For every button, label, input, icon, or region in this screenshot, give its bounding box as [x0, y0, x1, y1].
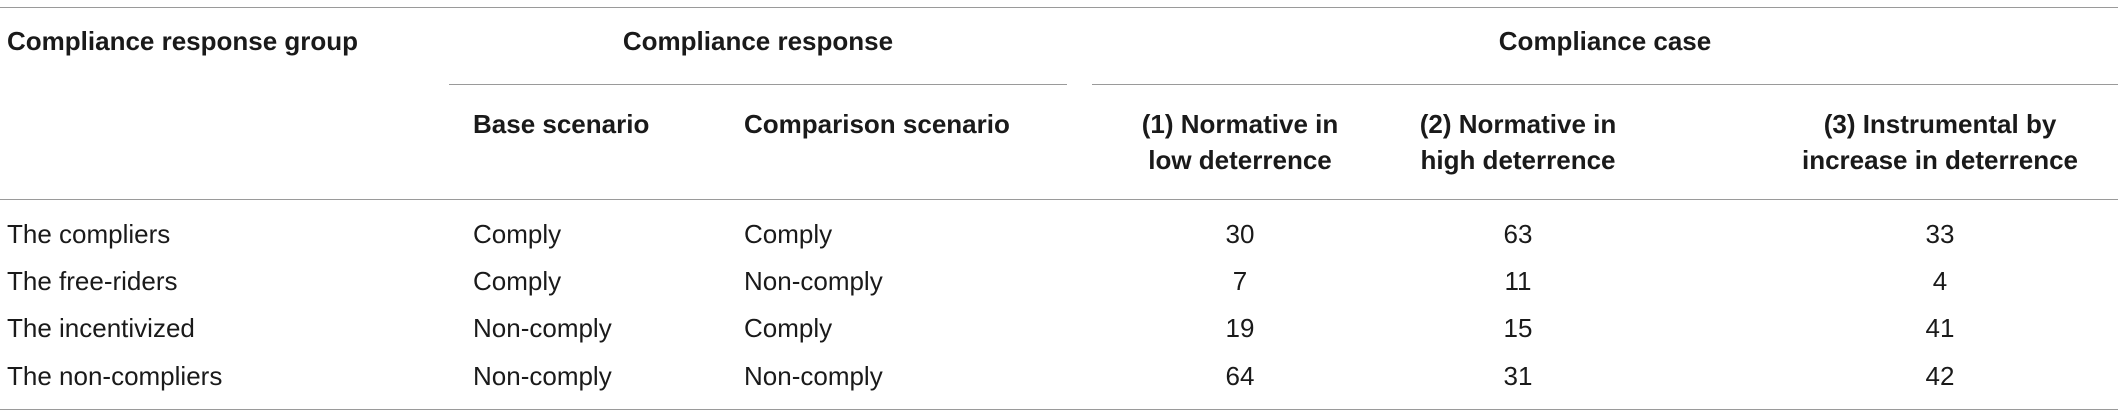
header-rule — [0, 199, 2118, 200]
number-cell: 15 — [1503, 313, 1533, 343]
text-cell: Non-comply — [744, 361, 883, 391]
text-cell: Non-comply — [473, 313, 612, 343]
header-cell: Compliance response group — [7, 26, 359, 56]
number-cell: 11 — [1504, 266, 1532, 296]
number-cell: 33 — [1925, 219, 1955, 249]
text-cell: The incentivized — [7, 313, 195, 343]
number-cell: 4 — [1932, 266, 1948, 296]
subheader-cell: Comparison scenario — [744, 109, 1010, 139]
number-cell: 63 — [1503, 219, 1533, 249]
subheader-cell: (1) Normative in low deterrence — [1141, 109, 1339, 175]
span-rule — [449, 84, 1067, 85]
number-cell: 19 — [1225, 313, 1255, 343]
text-cell: Non-comply — [744, 266, 883, 296]
bottom-rule — [0, 409, 2118, 410]
text-cell: Comply — [744, 313, 833, 343]
header-cell: Compliance response — [622, 26, 894, 56]
text-cell: Comply — [744, 219, 833, 249]
text-cell: Comply — [473, 219, 562, 249]
text-cell: Comply — [473, 266, 562, 296]
subheader-cell: (3) Instrumental by increase in deterren… — [1801, 109, 2079, 175]
number-cell: 42 — [1925, 361, 1955, 391]
number-cell: 64 — [1225, 361, 1255, 391]
header-cell: Compliance case — [1498, 26, 1712, 56]
number-cell: 41 — [1925, 313, 1955, 343]
number-cell: 7 — [1232, 266, 1248, 296]
top-rule — [0, 7, 2118, 8]
number-cell: 30 — [1225, 219, 1255, 249]
text-cell: The compliers — [7, 219, 171, 249]
text-cell: Non-comply — [473, 361, 612, 391]
text-cell: The non-compliers — [7, 361, 223, 391]
subheader-cell: Base scenario — [473, 109, 650, 139]
span-rule — [1092, 84, 2118, 85]
text-cell: The free-riders — [7, 266, 178, 296]
subheader-cell: (2) Normative in high deterrence — [1419, 109, 1617, 175]
number-cell: 31 — [1503, 361, 1533, 391]
